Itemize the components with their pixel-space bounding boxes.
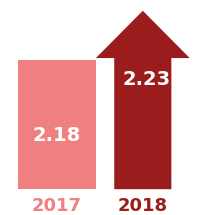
Text: 2.23: 2.23 (123, 70, 171, 89)
Text: 2018: 2018 (118, 197, 168, 215)
Text: 2017: 2017 (32, 197, 82, 215)
Text: 2.18: 2.18 (33, 126, 81, 144)
Polygon shape (96, 11, 190, 189)
Bar (18, 60, 96, 189)
